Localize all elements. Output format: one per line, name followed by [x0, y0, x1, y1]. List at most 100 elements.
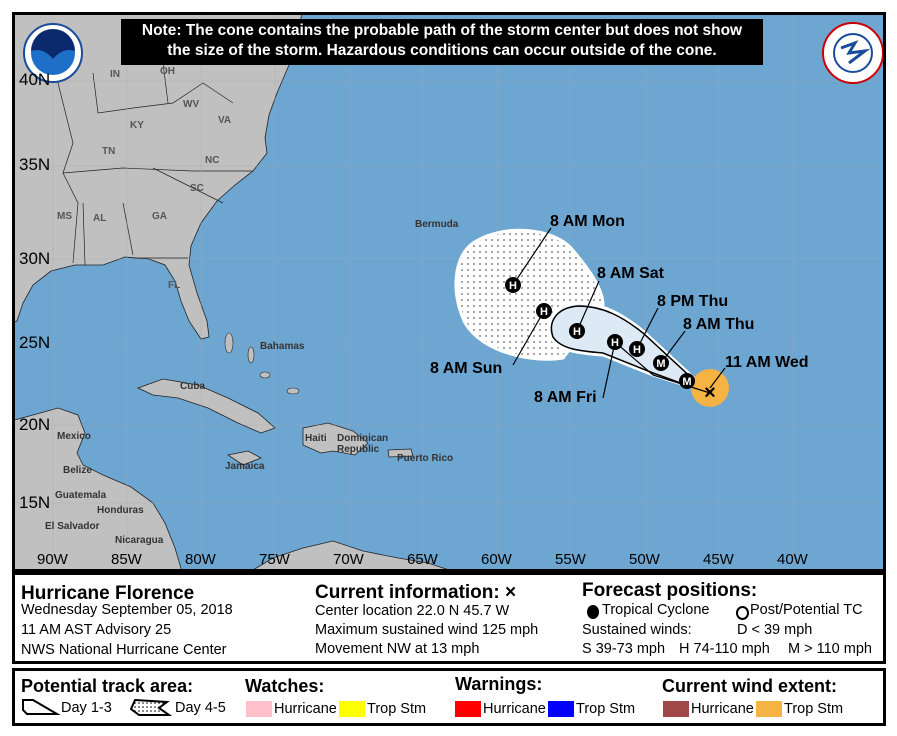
- land-jamaica: [226, 450, 262, 466]
- warnings-title: Warnings:: [455, 674, 543, 694]
- svg-text:H: H: [573, 326, 581, 338]
- lat-label: 30N: [19, 249, 51, 268]
- wind-trop-stm-label: Trop Stm: [784, 701, 844, 717]
- svg-text:H: H: [611, 337, 619, 349]
- land-puerto-rico: [387, 448, 414, 458]
- place-label: AL: [93, 213, 107, 224]
- day-1-3-icon: [22, 699, 61, 715]
- watch-trop-stm-swatch: [339, 701, 365, 717]
- wind-extent-title: Current wind extent:: [662, 676, 838, 696]
- lon-label: 85W: [111, 551, 142, 568]
- wind-hurricane-swatch: [663, 701, 689, 717]
- forecast-label-8pm-thu: 8 PM Thu: [657, 293, 729, 310]
- watch-trop-stm-label: Trop Stm: [367, 701, 427, 717]
- track-point-h: H: [629, 341, 645, 357]
- lon-label: 55W: [555, 551, 586, 568]
- info-panel: Hurricane Florence Wednesday September 0…: [12, 572, 886, 664]
- place-label: Mexico: [57, 431, 91, 442]
- place-label: Belize: [63, 465, 92, 476]
- land-south-america: [253, 540, 448, 569]
- land-central-america: [15, 407, 182, 569]
- lon-label: 40W: [777, 551, 808, 568]
- place-label: Bermuda: [415, 219, 459, 230]
- forecast-positions-title: Forecast positions:: [582, 580, 758, 601]
- watch-hurricane-label: Hurricane: [274, 701, 337, 717]
- storm-name: Hurricane Florence: [21, 583, 195, 604]
- track-point-h: H: [607, 334, 623, 350]
- place-label: Haiti: [305, 433, 327, 444]
- svg-text:H: H: [633, 344, 641, 356]
- lat-lon-grid: [15, 15, 883, 569]
- svg-text:M: M: [656, 358, 665, 370]
- lat-label: 20N: [19, 415, 51, 434]
- note-line-2: the size of the storm. Hazardous conditi…: [167, 42, 717, 59]
- land-cuba: [136, 378, 276, 434]
- svg-text:H: H: [509, 280, 517, 292]
- lat-label: 15N: [19, 493, 51, 512]
- place-label: Honduras: [97, 505, 144, 516]
- advisory-date: Wednesday September 05, 2018: [21, 602, 233, 618]
- lon-label: 75W: [259, 551, 290, 568]
- wind-hurricane-label: Hurricane: [691, 701, 754, 717]
- forecast-label-8am-thu: 8 AM Thu: [683, 316, 755, 333]
- map-panel: M M H H H H H × Note: The cone contain: [12, 12, 886, 572]
- sustained-winds-label: Sustained winds:: [582, 622, 692, 638]
- track-points: M M H H H H H ×: [505, 277, 716, 404]
- warn-hurricane-swatch: [455, 701, 481, 717]
- nws-logo: [822, 22, 883, 84]
- track-point-h: H: [569, 323, 585, 339]
- lon-label: 65W: [407, 551, 438, 568]
- place-label: SC: [190, 183, 204, 194]
- forecast-label-8am-sun: 8 AM Sun: [430, 360, 503, 377]
- place-label: Dominican Republic: [337, 433, 389, 455]
- place-label: FL: [168, 280, 181, 291]
- lon-label: 60W: [481, 551, 512, 568]
- watch-hurricane-swatch: [246, 701, 272, 717]
- place-label: Jamaica: [225, 461, 265, 472]
- issuing-center: NWS National Hurricane Center: [21, 642, 227, 658]
- s-wind: S 39-73 mph: [582, 641, 666, 657]
- forecast-label-8am-fri: 8 AM Fri: [534, 389, 597, 406]
- max-wind: Maximum sustained wind 125 mph: [315, 622, 539, 638]
- wind-trop-stm-swatch: [756, 701, 782, 717]
- place-label: El Salvador: [45, 521, 100, 532]
- land-bahamas: [224, 332, 300, 395]
- place-label: Nicaragua: [115, 535, 164, 546]
- legend-panel: Potential track area: Day 1-3 Day 4-5 Wa…: [12, 668, 886, 726]
- center-location: Center location 22.0 N 45.7 W: [315, 603, 510, 619]
- map-canvas: M M H H H H H ×: [15, 15, 883, 569]
- place-label: Cuba: [180, 381, 205, 392]
- lon-label: 70W: [333, 551, 364, 568]
- day-1-3-label: Day 1-3: [61, 700, 112, 716]
- track-point-h: H: [536, 303, 552, 319]
- post-tc-icon: [736, 606, 749, 620]
- track-point-m: M: [653, 355, 669, 371]
- track-area-title: Potential track area:: [21, 676, 194, 696]
- track-point-m: M: [679, 373, 695, 389]
- noaa-logo: [23, 23, 83, 83]
- track-point-h: H: [505, 277, 521, 293]
- place-label: VA: [218, 115, 232, 126]
- forecast-label-11am-wed: 11 AM Wed: [725, 354, 809, 371]
- warn-trop-stm-swatch: [548, 701, 574, 717]
- place-label: NC: [205, 155, 220, 166]
- svg-text:H: H: [540, 306, 548, 318]
- place-label: OH: [160, 66, 175, 77]
- h-wind: H 74-110 mph: [679, 641, 770, 657]
- movement: Movement NW at 13 mph: [315, 641, 480, 657]
- cone-day-1-3-outline: [550, 305, 709, 394]
- state-borders: [52, 42, 274, 266]
- lon-label: 50W: [629, 551, 660, 568]
- advisory-number: 11 AM AST Advisory 25: [21, 622, 172, 638]
- d-wind: D < 39 mph: [737, 622, 813, 638]
- place-label: Bahamas: [260, 341, 305, 352]
- lon-label: 45W: [703, 551, 734, 568]
- cone-note: Note: The cone contains the probable pat…: [121, 19, 763, 65]
- lon-label: 90W: [37, 551, 68, 568]
- forecast-label-8am-sat: 8 AM Sat: [597, 265, 664, 282]
- m-wind: M > 110 mph: [788, 641, 872, 657]
- tropical-cyclone-label: Tropical Cyclone: [602, 602, 710, 618]
- day-4-5-label: Day 4-5: [175, 700, 226, 716]
- place-label: Guatemala: [55, 490, 107, 501]
